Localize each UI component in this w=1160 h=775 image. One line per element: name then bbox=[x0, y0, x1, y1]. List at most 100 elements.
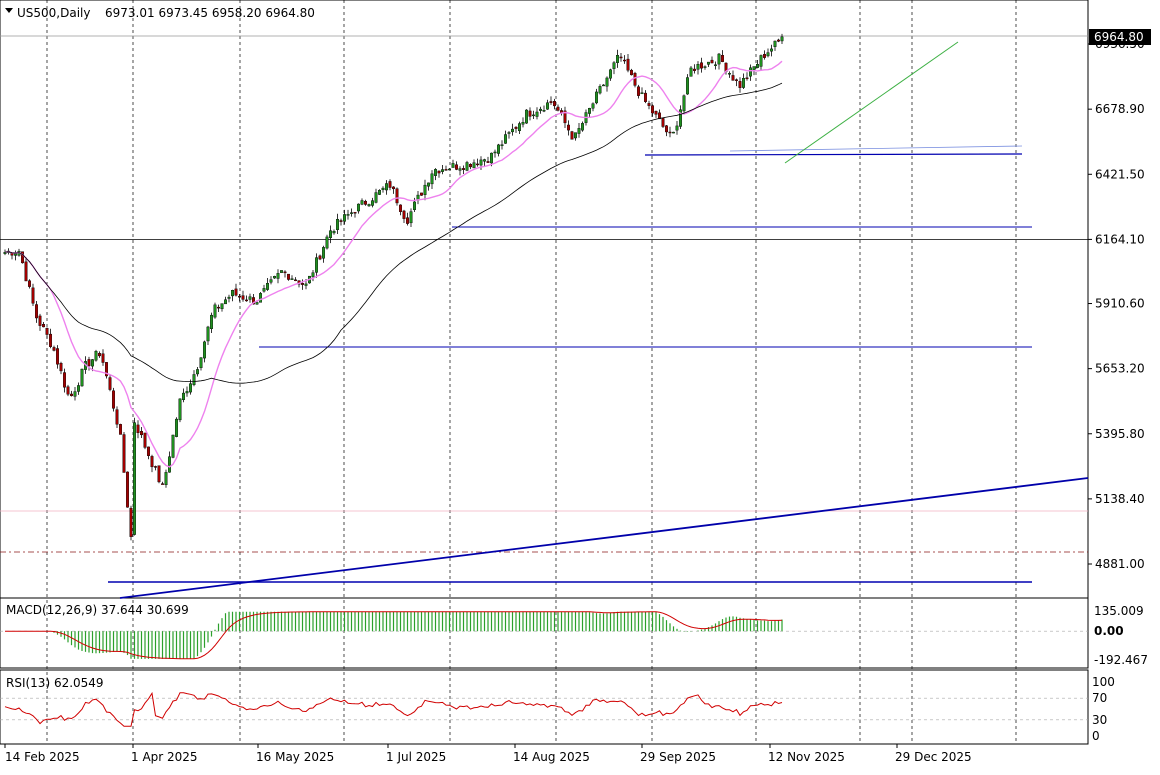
candle-body bbox=[591, 103, 595, 109]
candle-body bbox=[262, 288, 266, 292]
macd-pane: 135.009 0.00 -192.467 bbox=[0, 604, 1148, 667]
candle-body bbox=[766, 52, 770, 57]
candle-body bbox=[136, 424, 140, 433]
candle-body bbox=[532, 114, 536, 117]
candle-body bbox=[696, 64, 700, 70]
candle-body bbox=[770, 48, 774, 52]
candle-body bbox=[749, 67, 753, 77]
candle-body bbox=[143, 432, 147, 448]
candle-body bbox=[738, 81, 742, 88]
candle-body bbox=[45, 328, 49, 335]
candle-body bbox=[661, 118, 665, 127]
candle-body bbox=[476, 163, 480, 166]
x-tick-label: 29 Dec 2025 bbox=[895, 750, 972, 764]
candle-body bbox=[486, 161, 490, 163]
candle-body bbox=[763, 54, 767, 58]
candle-body bbox=[427, 182, 431, 187]
candle-body bbox=[199, 357, 203, 368]
candle-body bbox=[434, 169, 438, 176]
candle-body bbox=[248, 296, 252, 300]
candle-body bbox=[325, 236, 329, 249]
candle-body bbox=[633, 72, 637, 86]
candle-body bbox=[346, 214, 350, 216]
current-price-label: 6964.80 bbox=[1094, 30, 1144, 44]
candle-body bbox=[703, 66, 707, 68]
candle-body bbox=[756, 64, 760, 68]
candle-body bbox=[234, 288, 238, 296]
candle-body bbox=[13, 253, 17, 256]
x-tick-label: 14 Aug 2025 bbox=[513, 750, 590, 764]
candle-body bbox=[371, 200, 375, 206]
x-tick-label: 1 Apr 2025 bbox=[131, 750, 198, 764]
candle-body bbox=[223, 299, 227, 305]
candle-body bbox=[108, 377, 112, 390]
candle-body bbox=[353, 211, 357, 214]
candle-body bbox=[539, 108, 543, 111]
candle-body bbox=[367, 204, 371, 207]
candle-body bbox=[602, 84, 606, 87]
candle-body bbox=[350, 212, 354, 214]
y-tick-label: 5138.40 bbox=[1095, 492, 1145, 506]
candle-body bbox=[686, 77, 690, 95]
candle-body bbox=[216, 306, 220, 309]
candle-body bbox=[181, 392, 185, 400]
candle-body bbox=[693, 68, 697, 71]
y-tick-label: 6164.10 bbox=[1095, 232, 1145, 246]
candle-body bbox=[220, 303, 224, 310]
candles-group bbox=[3, 33, 784, 541]
x-tick-label: 14 Feb 2025 bbox=[5, 750, 80, 764]
candle-body bbox=[745, 77, 749, 80]
candle-body bbox=[188, 383, 192, 393]
candle-body bbox=[178, 398, 182, 421]
candle-body bbox=[542, 110, 546, 112]
candle-body bbox=[682, 95, 686, 112]
symbol-label: US500,Daily bbox=[17, 6, 90, 20]
moving-averages bbox=[4, 60, 783, 468]
candle-body bbox=[164, 472, 168, 486]
candle-body bbox=[332, 231, 336, 234]
candle-body bbox=[420, 192, 424, 196]
macd-tick-label: 135.009 bbox=[1094, 604, 1144, 618]
candle-body bbox=[507, 132, 511, 134]
candle-body bbox=[115, 409, 119, 425]
candle-body bbox=[69, 393, 73, 397]
candle-body bbox=[73, 391, 77, 397]
y-tick-label: 5910.60 bbox=[1095, 297, 1145, 311]
candle-body bbox=[241, 295, 245, 300]
candle-body bbox=[266, 283, 270, 290]
candle-body bbox=[665, 125, 669, 133]
candle-body bbox=[644, 92, 648, 102]
candle-body bbox=[640, 92, 644, 95]
candle-body bbox=[497, 144, 501, 154]
candle-body bbox=[577, 128, 581, 134]
horizontal-levels bbox=[0, 35, 1088, 583]
macd-tick-label: -192.467 bbox=[1094, 653, 1148, 667]
candle-body bbox=[174, 418, 178, 437]
candle-body bbox=[269, 279, 273, 283]
ohlc-values: 6973.01 6973.45 6958.20 6964.80 bbox=[105, 6, 315, 20]
candle-body bbox=[647, 103, 651, 106]
candle-body bbox=[213, 304, 217, 318]
candle-body bbox=[35, 304, 39, 319]
candle-body bbox=[167, 456, 171, 473]
ma-slow-line bbox=[4, 82, 783, 384]
candle-body bbox=[31, 287, 35, 304]
y-tick-label: 5653.20 bbox=[1095, 362, 1145, 376]
candle-body bbox=[780, 36, 784, 42]
candle-body bbox=[451, 163, 455, 168]
candle-body bbox=[283, 271, 287, 274]
candle-body bbox=[521, 121, 525, 125]
candle-body bbox=[490, 152, 494, 164]
candle-body bbox=[80, 368, 84, 387]
candle-body bbox=[122, 434, 126, 473]
candle-body bbox=[56, 348, 60, 365]
candle-body bbox=[511, 128, 515, 133]
candle-body bbox=[280, 270, 284, 273]
dropdown-triangle-icon[interactable] bbox=[5, 8, 13, 13]
date-axis: 14 Feb 2025 1 Apr 2025 16 May 2025 1 Jul 20… bbox=[4, 744, 972, 764]
candle-body bbox=[616, 55, 620, 63]
rsi-line bbox=[4, 691, 783, 727]
candle-body bbox=[259, 293, 263, 303]
candle-body bbox=[101, 353, 105, 363]
